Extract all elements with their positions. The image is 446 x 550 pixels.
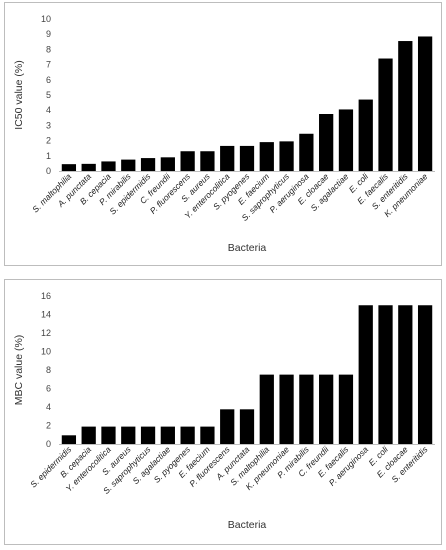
y-tick-label: 8: [46, 44, 51, 54]
bar: [160, 426, 175, 444]
bar: [319, 114, 334, 171]
bar: [200, 151, 215, 171]
bar: [338, 109, 354, 171]
bar: [61, 435, 77, 444]
bar: [279, 374, 294, 444]
bar: [101, 161, 116, 171]
bar: [299, 133, 314, 171]
y-tick-label: 7: [46, 60, 51, 70]
bar: [140, 426, 156, 444]
y-tick-label: 4: [46, 402, 51, 412]
bar: [220, 409, 235, 444]
bar: [160, 157, 175, 171]
bar: [378, 58, 393, 171]
bar: [220, 145, 235, 171]
y-tick-label: 10: [41, 347, 51, 357]
bar: [378, 305, 393, 444]
bar: [417, 36, 433, 172]
y-tick-label: 14: [41, 310, 51, 320]
mbc-chart-panel: 0 2 4 6 8 10 12 14 16 S. epidermidis B. cepacia Y. …: [4, 279, 442, 545]
x-axis-title: Bacteria: [228, 242, 267, 254]
y-tick-label: 0: [46, 439, 51, 449]
bar: [121, 159, 136, 171]
y-tick-label: 10: [41, 14, 51, 24]
y-tick-label: 1: [46, 151, 51, 161]
bar: [239, 409, 255, 444]
x-axis-title: Bacteria: [228, 519, 267, 531]
bar: [299, 374, 314, 444]
bar: [101, 426, 116, 444]
y-tick-label: 5: [46, 90, 51, 100]
bar: [358, 99, 373, 171]
bar: [338, 374, 354, 444]
y-axis-title: MBC value (%): [13, 335, 25, 406]
y-tick-label: 6: [46, 75, 51, 85]
bar: [398, 41, 413, 171]
bar: [259, 374, 274, 444]
y-tick-label: 2: [46, 421, 51, 431]
bar: [200, 426, 215, 444]
bar: [319, 374, 334, 444]
y-tick-label: 3: [46, 120, 51, 130]
y-tick-label: 8: [46, 365, 51, 375]
bar: [259, 142, 274, 171]
y-axis-title: IC50 value (%): [13, 60, 25, 129]
bar: [417, 305, 433, 444]
bar: [81, 426, 96, 444]
bar: [81, 163, 96, 171]
bar: [180, 151, 195, 171]
bar: [279, 141, 294, 171]
bar: [398, 305, 413, 444]
y-tick-label: 4: [46, 105, 51, 115]
y-tick-label: 0: [46, 166, 51, 176]
y-tick-label: 12: [41, 328, 51, 338]
bar: [358, 305, 373, 444]
y-tick-label: 16: [41, 291, 51, 301]
y-tick-label: 6: [46, 384, 51, 394]
bar: [180, 426, 195, 444]
y-tick-label: 2: [46, 136, 51, 146]
ic50-chart-panel: 0 1 2 3 4 5 6 7 8 9 10 S. maltophilia A. punctata B. …: [4, 2, 442, 266]
bar: [140, 158, 156, 171]
bar: [239, 145, 255, 171]
bar: [61, 164, 77, 171]
bar: [121, 426, 136, 444]
y-tick-label: 9: [46, 29, 51, 39]
